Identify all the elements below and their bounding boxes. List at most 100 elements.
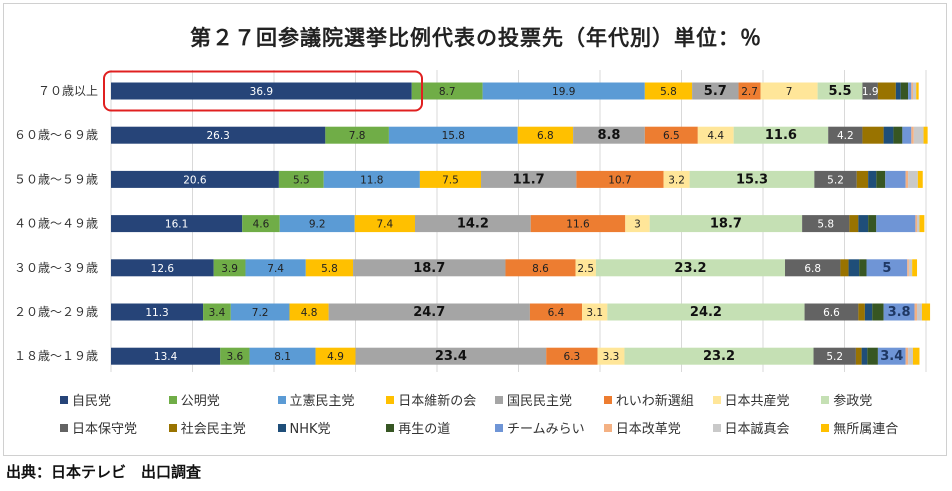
data-label: 11.6: [765, 128, 797, 143]
data-label: 11.3: [145, 307, 168, 319]
bar-segment: [883, 303, 915, 321]
legend-item: 日本共産党: [712, 390, 822, 409]
data-label: 23.2: [703, 349, 735, 364]
bar-segment: [885, 170, 906, 188]
bar-segment: [900, 82, 909, 100]
data-label: 20.6: [183, 174, 207, 186]
source-note: 出典：日本テレビ 出口調査: [6, 463, 202, 481]
bar-segment: [876, 170, 886, 188]
bar-segment: [828, 126, 863, 144]
data-label: 2.7: [741, 86, 758, 98]
data-label: 3.2: [668, 174, 685, 186]
legend-item: 日本保守党: [60, 418, 169, 437]
data-label: 6.5: [663, 130, 680, 142]
bar-segment: [858, 215, 869, 233]
legend-label: 日本保守党: [72, 422, 138, 437]
legend-item: 日本改革党: [603, 418, 713, 437]
bar-segment: [481, 170, 577, 188]
bar-segment: [111, 82, 412, 100]
legend-swatch: [712, 395, 721, 404]
legend-swatch: [277, 423, 286, 432]
bar-segment: [868, 170, 877, 188]
bar-segment: [388, 126, 518, 144]
data-label: 16.1: [165, 219, 188, 231]
bar-segment: [354, 215, 415, 233]
legend-label: 日本維新の会: [398, 394, 477, 409]
bar-segment: [919, 215, 925, 233]
bar-segment: [595, 259, 786, 277]
bar-segment: [411, 82, 483, 100]
bar-segment: [923, 126, 928, 144]
legend-swatch: [168, 423, 177, 432]
bar-segment: [785, 259, 841, 277]
legend-item: 無所属連合: [821, 418, 930, 437]
bar-segment: [576, 170, 664, 188]
bar-segment: [858, 303, 865, 321]
legend-label: 国民民主党: [507, 394, 573, 409]
data-label: 6.3: [564, 351, 581, 363]
legend-swatch: [168, 395, 177, 404]
legend-label: 無所属連合: [833, 422, 899, 437]
legend-label: 自民党: [72, 394, 112, 409]
bar-segment: [278, 170, 324, 188]
legend-label: 参政党: [833, 394, 873, 409]
bar-segment: [573, 126, 645, 144]
bar-segment: [505, 259, 576, 277]
legend-swatch: [495, 423, 503, 432]
category-label: ５０歳～５９歳: [14, 172, 98, 186]
legend-swatch: [60, 423, 68, 432]
bar-segment: [855, 347, 862, 365]
legend-label: 公明党: [180, 394, 220, 409]
bar-segment: [876, 215, 916, 233]
data-label: 18.7: [710, 217, 742, 232]
bar-segment: [111, 347, 221, 365]
data-label: 24.2: [690, 305, 722, 320]
category-label: ７０歳以上: [38, 84, 98, 98]
bar-segment: [921, 303, 931, 321]
bar-segment: [355, 347, 547, 365]
bar-segment: [649, 215, 803, 233]
data-label: 5.5: [293, 174, 310, 186]
data-label: 10.7: [608, 174, 631, 186]
data-label: 23.4: [435, 349, 467, 364]
data-label: 7.8: [349, 130, 366, 142]
legend-swatch: [821, 395, 830, 404]
bar-segment: [597, 347, 625, 365]
bar-segment: [419, 170, 482, 188]
legend-label: 再生の道: [398, 422, 451, 437]
legend-item: 立憲民主党: [277, 390, 387, 409]
legend-item: 日本維新の会: [386, 390, 495, 409]
bar-segment: [908, 347, 913, 365]
bar-segment: [902, 126, 912, 144]
data-label: 3.6: [227, 351, 244, 363]
data-label: 8.8: [597, 128, 620, 143]
bar-segment: [279, 215, 355, 233]
legend-item: NHK党: [277, 418, 387, 437]
bar-segment: [814, 170, 857, 188]
legend-item: 日本誠真会: [712, 418, 822, 437]
bar-segment: [230, 303, 290, 321]
data-label: 5.2: [827, 174, 844, 186]
bar-segment: [804, 303, 859, 321]
data-label: 5.8: [321, 263, 338, 275]
legend-item: 公明党: [168, 390, 278, 409]
legend-label: チームみらい: [507, 422, 585, 437]
bar-segment: [848, 259, 860, 277]
data-label: 4.6: [253, 219, 270, 231]
legend-swatch: [60, 395, 68, 404]
category-label: １８歳～１９歳: [14, 349, 98, 363]
data-label: 11.6: [566, 219, 590, 231]
bar-segment: [582, 303, 608, 321]
legend-item: 参政党: [821, 390, 930, 409]
bar-segment: [861, 347, 868, 365]
bar-segment: [802, 215, 850, 233]
bar-segment: [883, 126, 894, 144]
data-label: 5.8: [660, 86, 677, 98]
bar-segment: [546, 347, 598, 365]
data-label: 19.9: [552, 86, 575, 98]
data-label: 26.3: [206, 130, 229, 142]
legend-swatch: [603, 395, 612, 404]
data-label: 4.2: [837, 130, 854, 142]
bar-segment: [625, 215, 650, 233]
bar-segment: [859, 259, 867, 277]
